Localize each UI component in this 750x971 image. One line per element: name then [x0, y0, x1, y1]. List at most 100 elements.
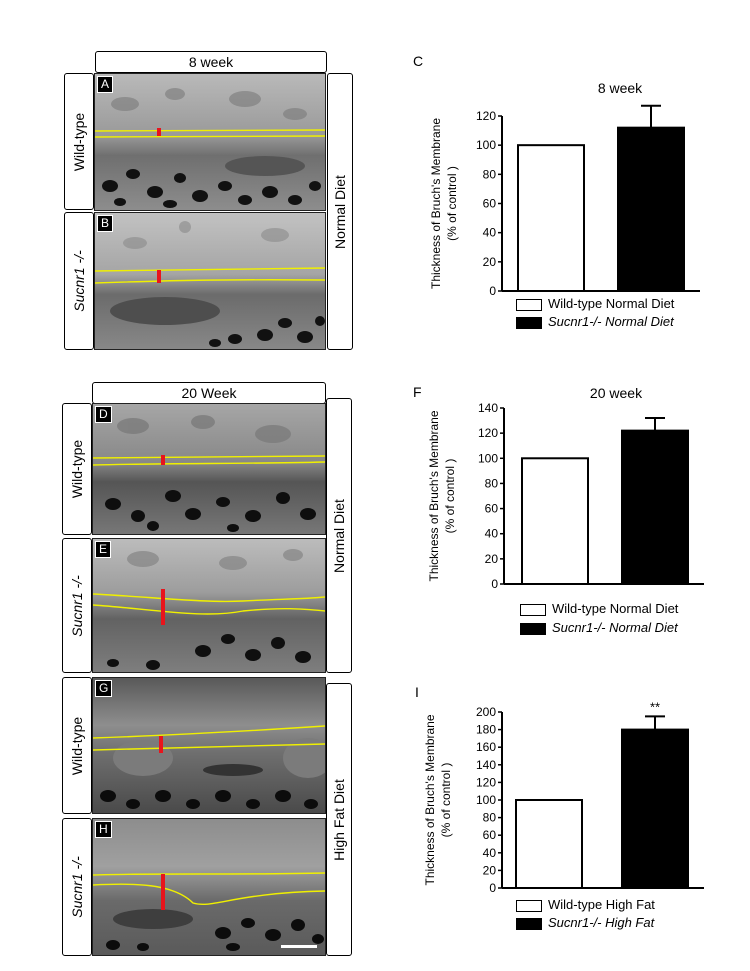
panel-letter-a: A	[97, 76, 114, 93]
legend-i-item-2: Sucnr1-/- High Fat	[516, 915, 654, 930]
diet-label-high-fat-20wk: High Fat Diet	[331, 778, 347, 861]
header-8-week: 8 week	[95, 51, 327, 73]
micrograph-d-image	[93, 404, 325, 534]
legend-f-label-1: Wild-type Normal Diet	[552, 601, 679, 616]
legend-c-label-2: Sucnr1-/- Normal Diet	[548, 314, 674, 329]
row-label-knockout-e: Sucnr1 -/-	[69, 574, 85, 637]
legend-c-swatch-2	[516, 316, 542, 329]
y-axis-label-i: Thickness of Bruch's Membrane	[423, 714, 437, 885]
y-tick-label-i-9: 180	[476, 723, 496, 737]
y-tick-label-i-10: 200	[476, 705, 496, 719]
legend-i-swatch-1	[516, 899, 542, 912]
micrograph-e: E	[92, 538, 326, 673]
bar-i-2	[621, 728, 689, 889]
legend-c-swatch-1	[516, 298, 542, 311]
row-label-box-g: Wild-type	[62, 677, 92, 814]
bar-f-2	[621, 429, 689, 585]
micrograph-g: G	[92, 677, 326, 814]
header-20-week-label: 20 Week	[181, 385, 237, 401]
row-label-box-e: Sucnr1 -/-	[62, 538, 92, 673]
legend-f-label-2: Sucnr1-/- Normal Diet	[552, 620, 678, 635]
micrograph-a: A	[94, 73, 326, 211]
bar-f-1	[521, 457, 589, 585]
legend-c-label-1: Wild-type Normal Diet	[548, 296, 675, 311]
y-tick-label-f-4: 80	[485, 476, 499, 490]
legend-c-item-2: Sucnr1-/- Normal Diet	[516, 314, 674, 329]
row-label-knockout-h: Sucnr1 -/-	[69, 856, 85, 918]
row-label-knockout-b: Sucnr1 -/-	[71, 250, 87, 312]
y-axis-label-unit-c: (% of control )	[445, 166, 459, 241]
legend-i-label-2: Sucnr1-/- High Fat	[548, 915, 655, 930]
y-tick-label-f-2: 40	[485, 527, 499, 541]
y-tick-label-c-0: 0	[489, 284, 496, 298]
y-axis-label-unit-f: (% of control )	[443, 459, 457, 534]
y-tick-label-f-7: 140	[478, 401, 498, 415]
header-20-week: 20 Week	[92, 382, 326, 404]
panel-letter-g: G	[95, 680, 113, 697]
y-tick-label-i-3: 60	[483, 828, 497, 842]
y-tick-label-c-5: 100	[476, 138, 496, 152]
micrograph-h: H	[92, 818, 326, 956]
legend-i-swatch-2	[516, 917, 542, 930]
row-label-wild-type-d: Wild-type	[69, 439, 85, 499]
bar-c-2	[617, 126, 685, 292]
row-label-box-b: Sucnr1 -/-	[64, 212, 94, 350]
micrograph-g-image	[93, 678, 325, 813]
y-tick-label-i-0: 0	[489, 881, 496, 895]
y-tick-label-f-5: 100	[478, 451, 498, 465]
bar-chart-f: 0 20 40 60 80 100 120 140 Thickness of Bruch's M…	[427, 401, 704, 591]
y-axis-label-f: Thickness of Bruch's Membrane	[427, 410, 441, 581]
chart-title-f: 20 week	[589, 385, 643, 401]
y-tick-label-i-8: 160	[476, 740, 496, 754]
diet-label-box-8wk: Normal Diet	[327, 73, 353, 350]
micrograph-e-image	[93, 539, 325, 672]
bar-c-1	[517, 144, 585, 292]
legend-i-item-1: Wild-type High Fat	[516, 897, 655, 912]
micrograph-b-image	[95, 213, 325, 349]
y-tick-label-i-2: 40	[483, 846, 497, 860]
y-tick-label-i-1: 20	[483, 863, 497, 877]
y-tick-label-c-2: 40	[483, 226, 497, 240]
row-label-wild-type-a: Wild-type	[71, 112, 87, 171]
legend-f-item-1: Wild-type Normal Diet	[520, 601, 678, 616]
y-axis-label-unit-i: (% of control )	[439, 763, 453, 838]
bar-chart-i: 0 20 40 60 80 100 120 140 160 180 200 ** Thickness o…	[423, 699, 704, 895]
y-tick-label-c-1: 20	[483, 255, 497, 269]
chart-letter-f: F	[413, 384, 422, 400]
y-tick-label-c-3: 60	[483, 197, 497, 211]
y-tick-label-f-1: 20	[485, 552, 499, 566]
legend-f-item-2: Sucnr1-/- Normal Diet	[520, 620, 678, 635]
header-8-week-label: 8 week	[188, 54, 234, 70]
legend-f-swatch-1	[520, 603, 546, 616]
y-tick-label-f-6: 120	[478, 426, 498, 440]
micrograph-h-image	[93, 819, 325, 955]
panel-letter-e: E	[95, 541, 112, 558]
micrograph-b: B	[94, 212, 326, 350]
y-tick-label-c-6: 120	[476, 109, 496, 123]
y-tick-label-i-5: 100	[476, 793, 496, 807]
y-axis-label-c: Thickness of Bruch's Membrane	[429, 118, 443, 289]
y-tick-label-i-4: 80	[483, 811, 497, 825]
diet-label-normal-20wk: Normal Diet	[331, 498, 347, 573]
micrograph-a-image	[95, 74, 325, 210]
row-label-box-d: Wild-type	[62, 403, 92, 535]
y-tick-label-i-7: 140	[476, 758, 496, 772]
significance-i: **	[650, 699, 660, 714]
panel-letter-d: D	[95, 406, 112, 423]
chart-letter-c: C	[413, 53, 424, 69]
diet-label-box-20wk-highfat: High Fat Diet	[326, 683, 352, 956]
row-label-box-h: Sucnr1 -/-	[62, 818, 92, 956]
chart-letter-i: I	[415, 684, 419, 700]
panel-letter-b: B	[97, 215, 114, 232]
micrograph-d: D	[92, 403, 326, 535]
bar-chart-c: 0 20 40 60 80 100 120 Thickness of Bruch's Memb…	[429, 104, 700, 298]
chart-title-c: 8 week	[597, 80, 643, 96]
y-tick-label-c-4: 80	[483, 167, 497, 181]
diet-label-box-20wk-normal: Normal Diet	[326, 398, 352, 673]
bar-i-1	[515, 799, 583, 889]
y-tick-label-f-0: 0	[491, 577, 498, 591]
row-label-wild-type-g: Wild-type	[69, 716, 85, 775]
legend-c-item-1: Wild-type Normal Diet	[516, 296, 674, 311]
diet-label-normal-8wk: Normal Diet	[332, 174, 348, 249]
row-label-box-a: Wild-type	[64, 73, 94, 210]
